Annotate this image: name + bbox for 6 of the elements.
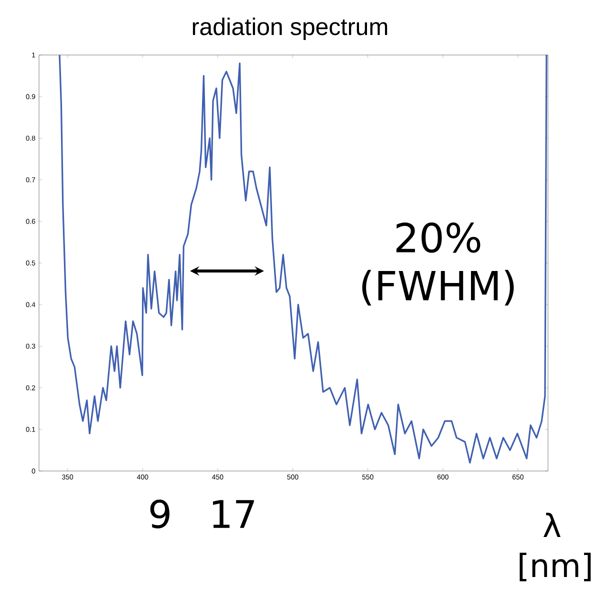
- text: 9: [150, 500, 170, 528]
- line-series: [58, 54, 548, 464]
- x-axis-title: λ [nm]: [520, 512, 591, 582]
- text: 17: [212, 500, 254, 528]
- annotation: 20% (FWHM): [362, 222, 514, 306]
- chart-title: radiation spectrum: [192, 18, 388, 40]
